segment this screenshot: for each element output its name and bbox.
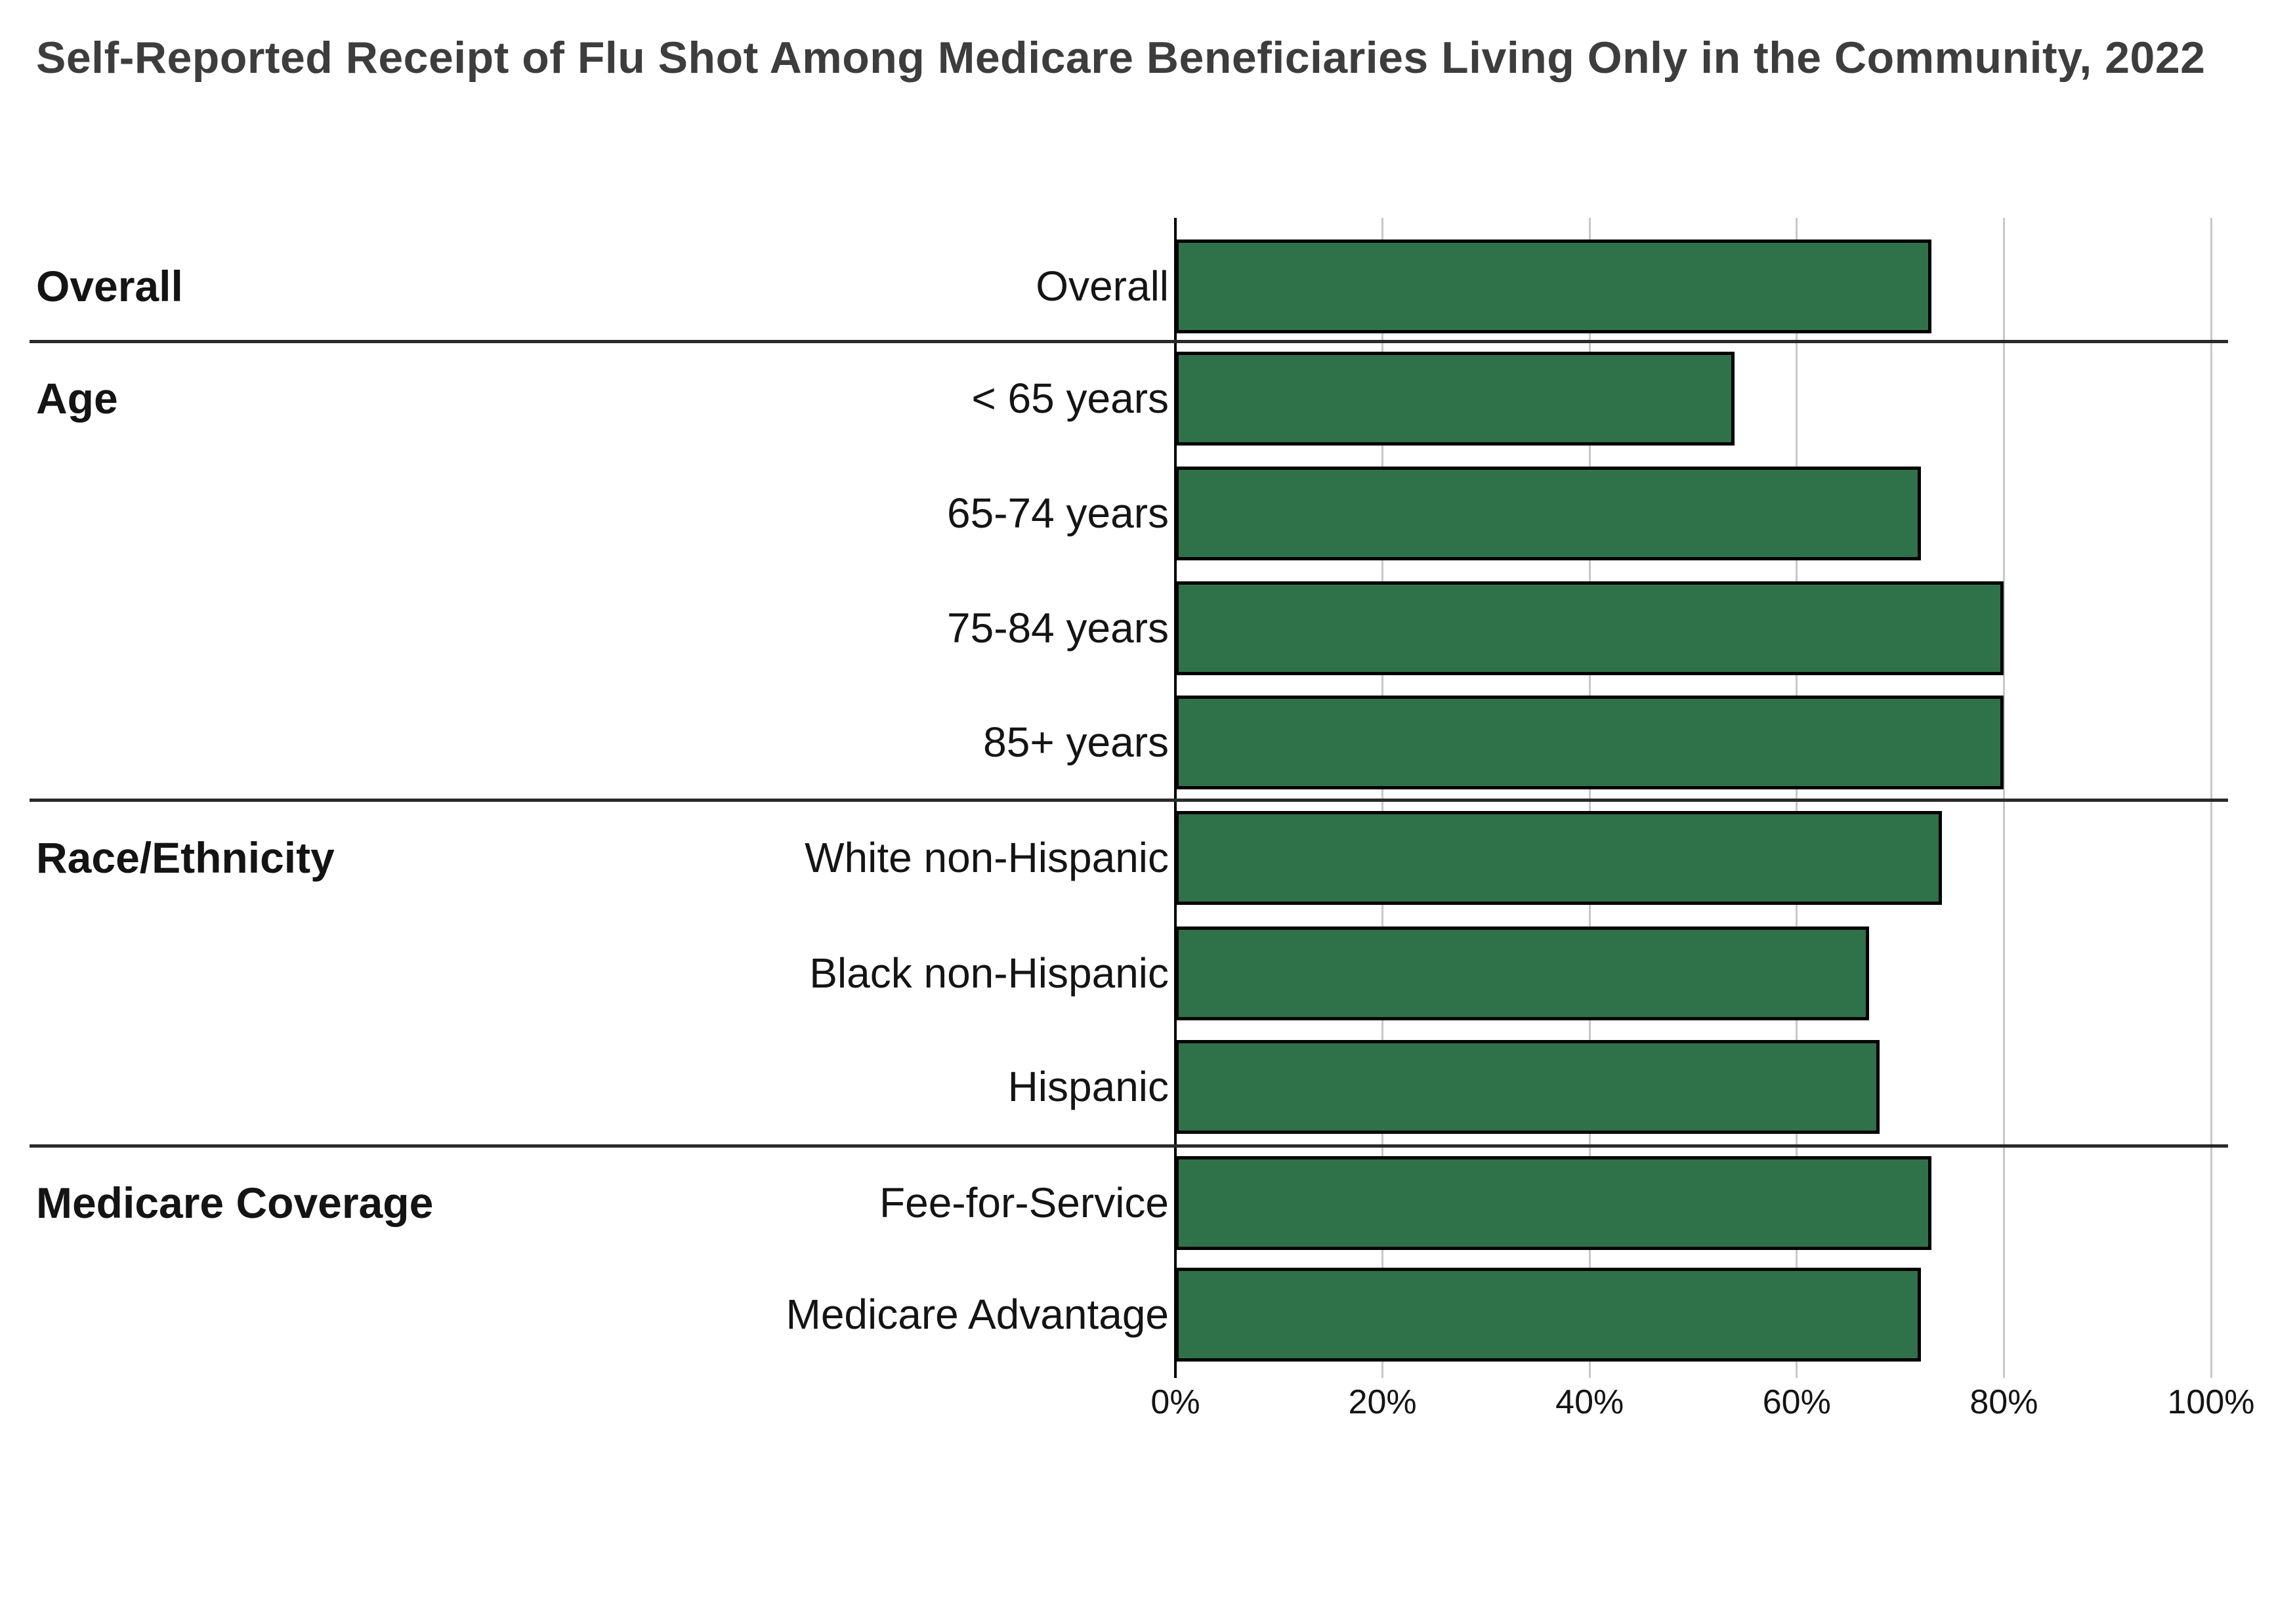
category-label-75-84-years: 75-84 years xyxy=(947,604,1169,652)
gridline-20 xyxy=(1381,218,1384,1378)
category-label-overall: Overall xyxy=(1036,262,1169,310)
bar-overall xyxy=(1175,239,1931,333)
gridline-100 xyxy=(2210,218,2212,1378)
section-separator-race-ethnicity xyxy=(30,799,2228,802)
bar-75-84-years xyxy=(1175,581,2004,675)
x-tick-label-20: 20% xyxy=(1348,1383,1417,1421)
bar-hispanic xyxy=(1175,1040,1880,1134)
bar-65-74-years xyxy=(1175,467,1921,560)
bar-85-years xyxy=(1175,696,2004,789)
chart-title: Self-Reported Receipt of Flu Shot Among … xyxy=(36,33,2206,83)
gridline-60 xyxy=(1796,218,1798,1378)
bar-black-non-hispanic xyxy=(1175,927,1869,1020)
category-label-65-years: < 65 years xyxy=(971,375,1169,422)
zero-axis-line xyxy=(1174,218,1177,1378)
bar-medicare-advantage xyxy=(1175,1268,1921,1362)
x-tick-label-40: 40% xyxy=(1555,1383,1624,1421)
category-label-white-non-hispanic: White non-Hispanic xyxy=(805,834,1169,881)
bar-fee-for-service xyxy=(1175,1156,1931,1250)
group-label-overall: Overall xyxy=(36,262,183,310)
category-label-black-non-hispanic: Black non-Hispanic xyxy=(809,949,1169,997)
x-tick-label-80: 80% xyxy=(1969,1383,2038,1421)
gridline-40 xyxy=(1588,218,1591,1378)
x-tick-label-0: 0% xyxy=(1150,1383,1200,1421)
category-label-fee-for-service: Fee-for-Service xyxy=(879,1179,1169,1226)
group-label-age: Age xyxy=(36,374,118,423)
gridline-80 xyxy=(2002,218,2005,1378)
category-label-medicare-advantage: Medicare Advantage xyxy=(786,1291,1169,1338)
bar-white-non-hispanic xyxy=(1175,811,1942,905)
group-label-medicare-coverage: Medicare Coverage xyxy=(36,1178,434,1227)
section-separator-age xyxy=(30,340,2228,343)
x-tick-label-60: 60% xyxy=(1762,1383,1831,1421)
group-label-race-ethnicity: Race/Ethnicity xyxy=(36,833,335,882)
x-tick-label-100: 100% xyxy=(2167,1383,2255,1421)
category-label-65-74-years: 65-74 years xyxy=(947,489,1169,537)
section-separator-medicare-coverage xyxy=(30,1144,2228,1148)
category-label-hispanic: Hispanic xyxy=(1007,1063,1169,1110)
category-label-85-years: 85+ years xyxy=(983,718,1169,766)
bar-65-years xyxy=(1175,352,1735,446)
